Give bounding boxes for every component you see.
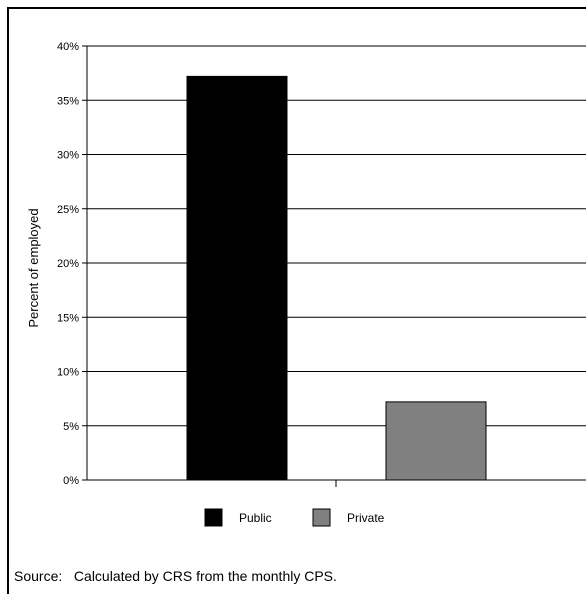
y-tick-label: 20% bbox=[57, 258, 79, 270]
bars bbox=[186, 75, 487, 481]
y-tick-label: 10% bbox=[57, 367, 79, 379]
y-tick-label: 15% bbox=[57, 312, 79, 324]
legend-label-private: Private bbox=[347, 511, 385, 525]
y-tick-label: 30% bbox=[57, 150, 79, 162]
y-tick-labels: 0% 5% 10% 15% 20% 25% 30% 35% 40% bbox=[57, 41, 79, 487]
chart-frame bbox=[7, 7, 586, 594]
gridlines bbox=[82, 45, 586, 481]
y-tick-label: 0% bbox=[63, 475, 79, 487]
legend-swatch-private bbox=[312, 508, 331, 527]
bar-public bbox=[186, 75, 288, 481]
y-tick-label: 35% bbox=[57, 95, 79, 107]
bar-private bbox=[385, 401, 487, 481]
source-note: Source: Calculated by CRS from the month… bbox=[14, 568, 337, 584]
y-axis-label: Percent of employed bbox=[26, 208, 41, 327]
y-tick-label: 5% bbox=[63, 421, 79, 433]
y-tick-label: 25% bbox=[57, 204, 79, 216]
y-tick-label: 40% bbox=[57, 41, 79, 53]
legend-label-public: Public bbox=[239, 511, 272, 525]
legend: Public Private bbox=[204, 508, 385, 527]
legend-swatch-public bbox=[204, 508, 223, 527]
